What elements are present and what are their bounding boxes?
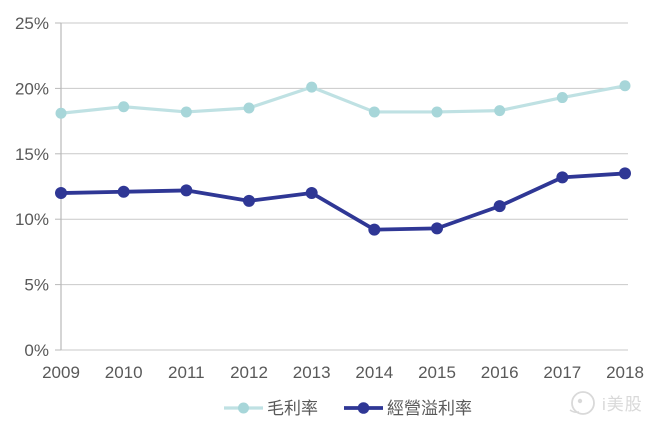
data-point-gross-margin-2012 (243, 102, 255, 114)
y-axis-tick-label: 15% (15, 145, 49, 164)
watermark: i美股 (569, 391, 643, 415)
x-axis-labels: 2009 2010 2011 2012 2013 2014 2015 2016 2017 2018 (42, 363, 644, 382)
data-point-gross-margin-2018 (619, 80, 631, 92)
watermark-text: i美股 (602, 395, 643, 414)
x-axis-tick-label: 2012 (230, 363, 268, 382)
x-axis-tick-label: 2018 (606, 363, 644, 382)
y-axis-tick-label: 25% (15, 14, 49, 33)
y-axis-tick-label: 5% (24, 276, 49, 295)
data-point-gross-margin-2016 (494, 105, 506, 117)
series-layer (55, 80, 631, 236)
legend-label-operating-margin: 經營溢利率 (387, 399, 472, 418)
data-point-operating-margin-2010 (117, 185, 130, 198)
data-point-operating-margin-2012 (243, 194, 255, 207)
data-point-gross-margin-2009 (55, 107, 67, 119)
data-point-operating-margin-2011 (180, 184, 193, 197)
data-point-operating-margin-2016 (493, 200, 506, 213)
legend-marker-operating-margin (357, 402, 370, 414)
data-point-gross-margin-2011 (180, 106, 192, 118)
x-axis-tick-label: 2017 (543, 363, 581, 382)
x-axis-tick-label: 2015 (418, 363, 456, 382)
x-axis-tick-label: 2011 (168, 363, 205, 382)
legend: 毛利率 經營溢利率 (224, 399, 472, 418)
legend-item-gross-margin: 毛利率 (224, 399, 318, 418)
x-axis-tick-label: 2010 (105, 363, 143, 382)
data-point-operating-margin-2015 (431, 222, 443, 235)
x-axis-tick-label: 2009 (42, 363, 80, 382)
y-axis-labels: 0% 5% 10% 15% 20% 25% (15, 14, 49, 360)
x-axis-tick-label: 2013 (293, 363, 331, 382)
y-axis-tick-label: 20% (15, 79, 49, 98)
y-axis-tick-label: 10% (15, 210, 49, 229)
data-point-operating-margin-2018 (619, 167, 631, 180)
data-point-operating-margin-2009 (55, 187, 67, 200)
data-point-operating-margin-2017 (556, 171, 569, 184)
legend-label-gross-margin: 毛利率 (267, 399, 318, 418)
data-point-gross-margin-2014 (368, 106, 380, 118)
series-line-gross-margin (60, 84, 626, 115)
x-axis-tick-label: 2014 (355, 363, 393, 382)
series-line-operating-margin (60, 171, 626, 232)
data-point-gross-margin-2010 (118, 101, 130, 113)
legend-marker-gross-margin (238, 402, 249, 414)
data-point-gross-margin-2015 (431, 106, 443, 118)
legend-item-operating-margin: 經營溢利率 (344, 399, 472, 418)
y-axis-tick-label: 0% (24, 341, 49, 360)
axes (55, 22, 62, 351)
x-axis-tick-label: 2016 (481, 363, 519, 382)
gridlines (61, 22, 628, 351)
watermark-logo-icon (569, 391, 595, 415)
data-point-operating-margin-2013 (305, 187, 318, 200)
data-point-gross-margin-2013 (306, 81, 318, 93)
data-point-gross-margin-2017 (556, 92, 568, 104)
data-point-operating-margin-2014 (368, 223, 381, 236)
